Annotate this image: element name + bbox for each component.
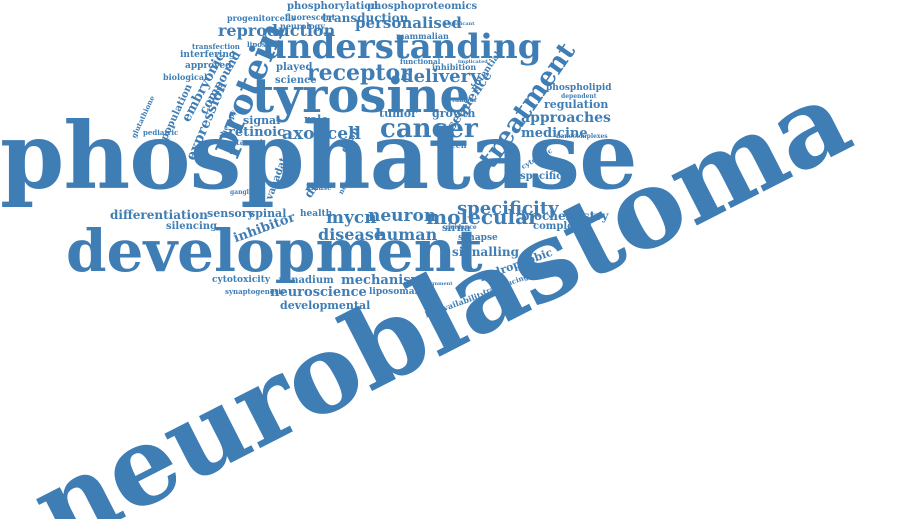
word: mycn [326, 208, 377, 228]
word: cytotoxicity [212, 275, 271, 285]
word: receptor [307, 60, 412, 86]
word: regulation [544, 98, 609, 111]
word: fluorescent [285, 12, 336, 22]
word: approved [185, 61, 232, 71]
word: liposomal [369, 287, 418, 297]
word: pediatric [143, 128, 179, 137]
word: complexes [533, 221, 592, 232]
word: cancer [380, 114, 478, 144]
word: neuron [368, 206, 437, 226]
word: science [275, 75, 317, 86]
word: development [66, 217, 483, 285]
word: role [304, 113, 329, 126]
word: significant [445, 21, 475, 27]
word: synaptogenesis [225, 287, 285, 296]
word: silencing [166, 221, 218, 232]
word: axoncell [282, 124, 361, 144]
word: synapse [458, 233, 498, 243]
word: phosphatase [0, 102, 638, 210]
word: personalised [355, 14, 462, 32]
word: signal [243, 114, 281, 127]
word: guidance [446, 224, 477, 231]
word: liposome [247, 40, 283, 49]
word: reproduction [218, 21, 336, 40]
word: tumor [379, 107, 417, 120]
word: retinoic [228, 125, 286, 140]
word: interfering [180, 50, 236, 60]
word: sirna [442, 223, 471, 234]
word: transduction [322, 11, 409, 25]
word: alignment [424, 281, 453, 287]
word: mammalian [396, 31, 449, 41]
word: dependent [561, 93, 597, 100]
word: disease [318, 225, 385, 244]
word: nanocomplexes [556, 133, 608, 140]
word: ganglion [230, 189, 260, 196]
word: growth [432, 107, 476, 120]
word: phospholipid [546, 83, 612, 93]
word: delivery [401, 66, 481, 87]
word: human [375, 225, 438, 244]
word: neurology [280, 21, 325, 31]
word: biological [163, 72, 208, 82]
word: functional [400, 57, 441, 66]
word: tyrosine [252, 68, 471, 124]
word: mechanism [341, 273, 425, 288]
word: screen [437, 140, 467, 150]
word: tumour [452, 97, 478, 104]
word: health [300, 209, 333, 219]
word: kinase [306, 183, 332, 192]
word: progenitorcells [227, 13, 296, 23]
word: signalling [452, 245, 519, 259]
word: inhibition [432, 62, 477, 72]
word: biochemistry [521, 209, 609, 223]
word: phosphoproteomics [367, 1, 478, 12]
word: specificity [457, 198, 559, 219]
word: sensory [207, 207, 254, 220]
word: played [276, 62, 313, 73]
word: target [236, 137, 264, 147]
word: molecular [426, 205, 539, 229]
word: understanding [262, 27, 542, 67]
word: differentiation [110, 208, 208, 222]
word: specific [520, 171, 563, 182]
word: medicine [521, 126, 588, 141]
word: phosphorylation [287, 1, 379, 12]
word: neuroscience [270, 285, 367, 300]
word: implicated [458, 59, 488, 65]
word: spinal [249, 207, 287, 220]
word: developmental [280, 299, 371, 312]
word: transfection [192, 42, 240, 51]
word: approaches [521, 110, 611, 126]
word: vanadium [279, 275, 334, 286]
